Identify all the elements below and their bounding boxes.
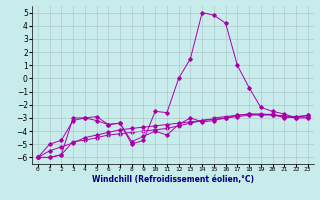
X-axis label: Windchill (Refroidissement éolien,°C): Windchill (Refroidissement éolien,°C) bbox=[92, 175, 254, 184]
